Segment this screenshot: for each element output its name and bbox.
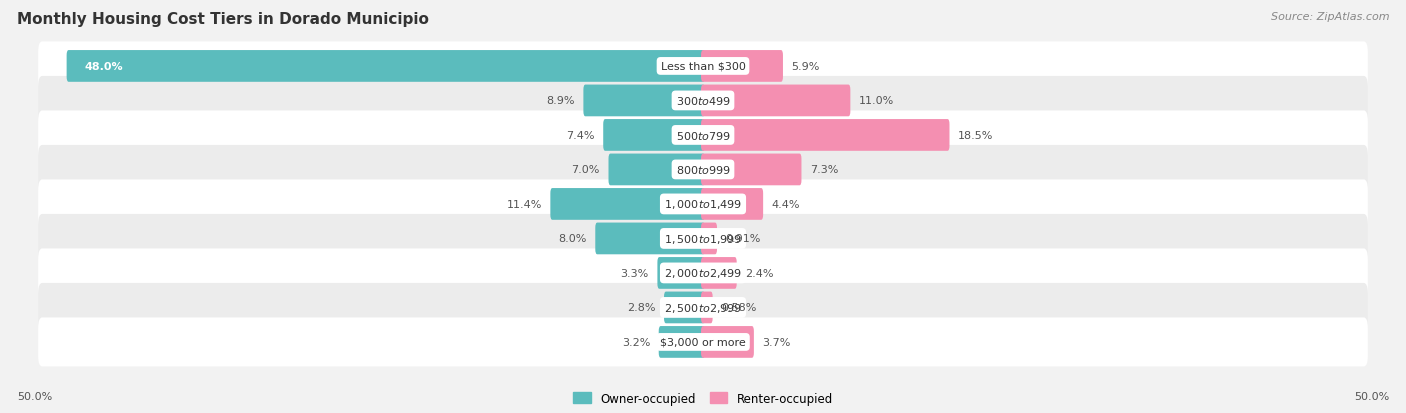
Text: 3.3%: 3.3%: [620, 268, 648, 278]
Text: 0.91%: 0.91%: [725, 234, 761, 244]
Text: 8.0%: 8.0%: [558, 234, 586, 244]
FancyBboxPatch shape: [659, 326, 704, 358]
Text: 7.0%: 7.0%: [571, 165, 600, 175]
Text: 8.9%: 8.9%: [547, 96, 575, 106]
FancyBboxPatch shape: [583, 85, 704, 117]
FancyBboxPatch shape: [66, 51, 704, 83]
FancyBboxPatch shape: [550, 189, 704, 220]
FancyBboxPatch shape: [702, 189, 763, 220]
FancyBboxPatch shape: [664, 292, 704, 323]
Text: Monthly Housing Cost Tiers in Dorado Municipio: Monthly Housing Cost Tiers in Dorado Mun…: [17, 12, 429, 27]
FancyBboxPatch shape: [38, 318, 1368, 367]
Text: $2,000 to $2,499: $2,000 to $2,499: [664, 267, 742, 280]
Text: 4.4%: 4.4%: [772, 199, 800, 209]
Text: 2.8%: 2.8%: [627, 303, 655, 313]
FancyBboxPatch shape: [702, 257, 737, 289]
Text: 50.0%: 50.0%: [17, 391, 52, 401]
FancyBboxPatch shape: [38, 283, 1368, 332]
Text: 2.4%: 2.4%: [745, 268, 773, 278]
Text: 48.0%: 48.0%: [84, 62, 124, 72]
Text: Source: ZipAtlas.com: Source: ZipAtlas.com: [1271, 12, 1389, 22]
Text: 11.0%: 11.0%: [859, 96, 894, 106]
FancyBboxPatch shape: [702, 51, 783, 83]
FancyBboxPatch shape: [595, 223, 704, 255]
Text: $1,000 to $1,499: $1,000 to $1,499: [664, 198, 742, 211]
FancyBboxPatch shape: [702, 120, 949, 152]
FancyBboxPatch shape: [38, 111, 1368, 160]
Text: 0.58%: 0.58%: [721, 303, 756, 313]
FancyBboxPatch shape: [38, 77, 1368, 126]
FancyBboxPatch shape: [38, 214, 1368, 263]
Text: $3,000 or more: $3,000 or more: [661, 337, 745, 347]
Text: 7.3%: 7.3%: [810, 165, 838, 175]
FancyBboxPatch shape: [38, 43, 1368, 91]
FancyBboxPatch shape: [702, 326, 754, 358]
Text: 7.4%: 7.4%: [567, 131, 595, 140]
FancyBboxPatch shape: [702, 154, 801, 186]
FancyBboxPatch shape: [603, 120, 704, 152]
Text: $1,500 to $1,999: $1,500 to $1,999: [664, 233, 742, 245]
Text: $2,500 to $2,999: $2,500 to $2,999: [664, 301, 742, 314]
Legend: Owner-occupied, Renter-occupied: Owner-occupied, Renter-occupied: [571, 389, 835, 407]
FancyBboxPatch shape: [609, 154, 704, 186]
FancyBboxPatch shape: [38, 146, 1368, 195]
FancyBboxPatch shape: [702, 85, 851, 117]
FancyBboxPatch shape: [702, 223, 717, 255]
Text: 11.4%: 11.4%: [506, 199, 541, 209]
Text: 18.5%: 18.5%: [957, 131, 994, 140]
FancyBboxPatch shape: [38, 249, 1368, 298]
Text: 3.2%: 3.2%: [621, 337, 650, 347]
Text: 5.9%: 5.9%: [792, 62, 820, 72]
FancyBboxPatch shape: [38, 180, 1368, 229]
FancyBboxPatch shape: [702, 292, 713, 323]
Text: $800 to $999: $800 to $999: [675, 164, 731, 176]
Text: 50.0%: 50.0%: [1354, 391, 1389, 401]
Text: 3.7%: 3.7%: [762, 337, 790, 347]
Text: Less than $300: Less than $300: [661, 62, 745, 72]
FancyBboxPatch shape: [658, 257, 704, 289]
Text: $300 to $499: $300 to $499: [675, 95, 731, 107]
Text: $500 to $799: $500 to $799: [675, 130, 731, 142]
